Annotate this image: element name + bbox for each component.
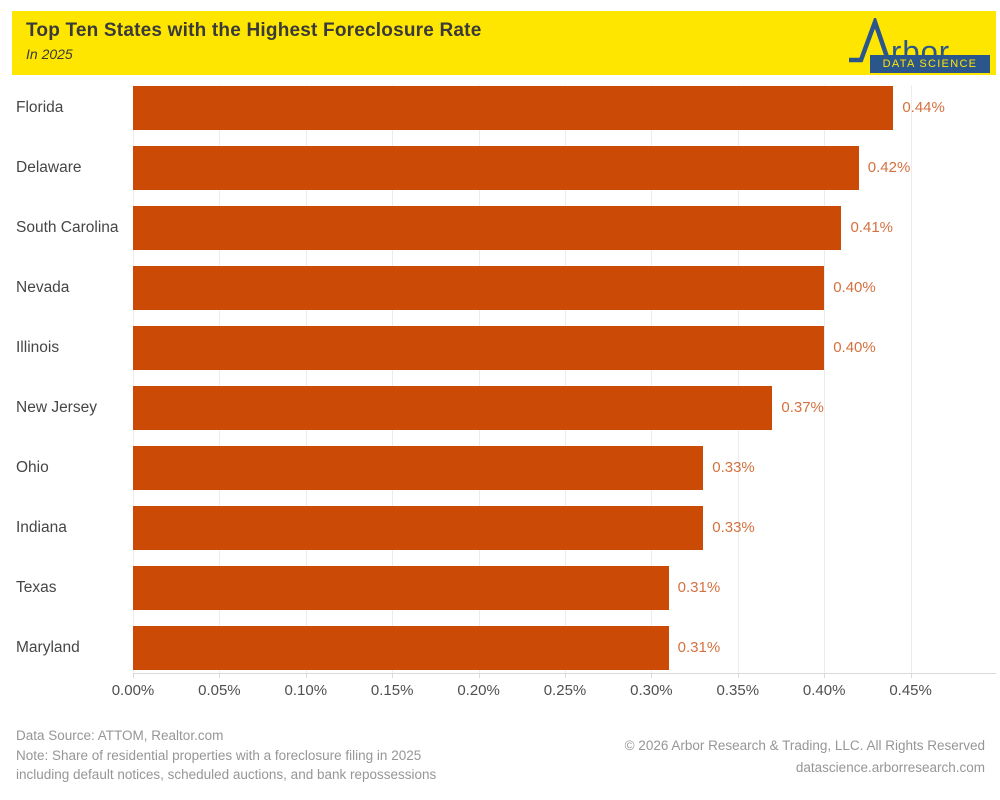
page-title: Top Ten States with the Highest Foreclos…: [26, 20, 482, 41]
footer-copyright: © 2026 Arbor Research & Trading, LLC. Al…: [625, 735, 985, 779]
bar: [133, 86, 894, 130]
logo-tagline: DATA SCIENCE: [870, 55, 990, 73]
bar-value-label: 0.33%: [712, 519, 755, 536]
x-tick-label: 0.20%: [457, 682, 500, 699]
bar: [133, 626, 669, 670]
x-tick-mark: [392, 673, 394, 678]
gridline: [305, 85, 307, 673]
bar: [133, 146, 859, 190]
bar-value-label: 0.40%: [833, 339, 876, 356]
category-label: Nevada: [16, 279, 70, 296]
x-tick-label: 0.10%: [284, 682, 328, 699]
x-tick-label: 0.40%: [802, 682, 846, 699]
x-tick-mark: [305, 673, 307, 678]
gridline: [737, 85, 739, 673]
x-tick-label: 0.35%: [716, 682, 760, 699]
x-tick-label: 0.00%: [111, 682, 155, 699]
gridline: [824, 85, 826, 673]
bar-value-label: 0.41%: [850, 219, 894, 236]
arbor-peak-icon: [849, 18, 891, 63]
footer-source-note: Data Source: ATTOM, Realtor.com Note: Sh…: [16, 726, 436, 785]
x-tick-label: 0.25%: [543, 682, 587, 699]
bar: [133, 266, 825, 310]
note-line-1: Note: Share of residential properties wi…: [16, 747, 422, 763]
gridline: [219, 85, 221, 673]
category-label: New Jersey: [16, 399, 97, 416]
gridline: [651, 85, 653, 673]
arbor-data-science-logo: rbor DATA SCIENCE: [848, 18, 990, 74]
gridline: [478, 85, 480, 673]
category-label: Maryland: [16, 639, 80, 656]
x-tick-mark: [478, 673, 480, 678]
bar-value-label: 0.31%: [677, 639, 721, 656]
data-source-text: Data Source: ATTOM, Realtor.com: [16, 728, 224, 743]
bar-value-label: 0.31%: [677, 579, 721, 596]
gridline: [565, 85, 566, 673]
bar: [133, 566, 669, 610]
x-tick-label: 0.45%: [889, 682, 932, 699]
category-label: South Carolina: [16, 219, 119, 236]
copyright-text: © 2026 Arbor Research & Trading, LLC. Al…: [624, 738, 985, 753]
x-tick-mark: [565, 673, 566, 678]
bar-value-label: 0.42%: [867, 159, 911, 176]
x-axis-line: [133, 673, 996, 674]
x-tick-mark: [737, 673, 739, 678]
category-label: Texas: [16, 579, 57, 596]
website-text: datascience.arborresearch.com: [795, 760, 985, 775]
page-subtitle: In 2025: [26, 46, 73, 62]
category-label: Ohio: [16, 459, 49, 476]
gridline: [133, 85, 134, 673]
bar: [133, 386, 773, 430]
bar-value-label: 0.40%: [833, 279, 876, 296]
header-band: Top Ten States with the Highest Foreclos…: [12, 11, 996, 75]
bar: [133, 206, 842, 250]
bar-value-label: 0.44%: [902, 99, 945, 116]
x-tick-mark: [133, 673, 134, 678]
bar: [133, 446, 704, 490]
gridline: [910, 85, 912, 673]
x-tick-label: 0.30%: [630, 682, 673, 699]
category-label: Illinois: [16, 339, 60, 356]
x-tick-mark: [824, 673, 826, 678]
x-tick-mark: [651, 673, 653, 678]
bar: [133, 506, 704, 550]
bar-value-label: 0.37%: [781, 399, 824, 416]
category-label: Delaware: [16, 159, 82, 176]
category-label: Indiana: [16, 519, 67, 536]
gridline: [392, 85, 394, 673]
category-label: Florida: [16, 99, 64, 116]
x-tick-label: 0.15%: [370, 682, 414, 699]
bar-value-label: 0.33%: [712, 459, 755, 476]
x-tick-label: 0.05%: [198, 682, 241, 699]
x-tick-mark: [910, 673, 912, 678]
x-tick-mark: [219, 673, 221, 678]
bar: [133, 326, 825, 370]
note-line-2: including default notices, scheduled auc…: [16, 767, 437, 782]
